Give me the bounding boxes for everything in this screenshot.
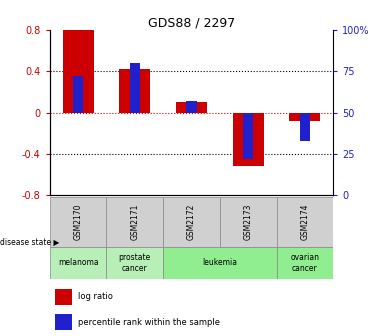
Bar xyxy=(73,76,83,113)
Bar xyxy=(232,113,264,166)
Bar xyxy=(50,247,106,279)
Text: melanoma: melanoma xyxy=(58,258,98,267)
Text: GSM2174: GSM2174 xyxy=(300,204,309,240)
Bar xyxy=(119,69,151,113)
Bar xyxy=(187,101,196,113)
Title: GDS88 / 2297: GDS88 / 2297 xyxy=(148,16,235,29)
Bar xyxy=(277,197,333,247)
Bar xyxy=(130,63,140,113)
Text: ovarian
cancer: ovarian cancer xyxy=(290,253,319,272)
Bar xyxy=(106,247,163,279)
Bar xyxy=(300,113,310,140)
Text: leukemia: leukemia xyxy=(202,258,237,267)
Bar xyxy=(50,197,106,247)
Text: disease state ▶: disease state ▶ xyxy=(0,238,59,246)
Bar xyxy=(289,113,321,121)
Bar xyxy=(176,102,207,113)
Text: GSM2172: GSM2172 xyxy=(187,204,196,240)
Bar xyxy=(56,314,72,330)
Text: GSM2173: GSM2173 xyxy=(244,204,253,240)
Text: GSM2171: GSM2171 xyxy=(130,204,139,240)
Text: log ratio: log ratio xyxy=(78,292,113,301)
Bar xyxy=(163,247,277,279)
Bar xyxy=(277,247,333,279)
Text: prostate
cancer: prostate cancer xyxy=(119,253,151,272)
Bar xyxy=(56,289,72,304)
Bar xyxy=(243,113,253,159)
Text: percentile rank within the sample: percentile rank within the sample xyxy=(78,318,220,327)
Text: GSM2170: GSM2170 xyxy=(74,204,83,240)
Bar xyxy=(106,197,163,247)
Bar xyxy=(163,197,220,247)
Bar xyxy=(62,30,94,113)
Bar xyxy=(220,197,277,247)
